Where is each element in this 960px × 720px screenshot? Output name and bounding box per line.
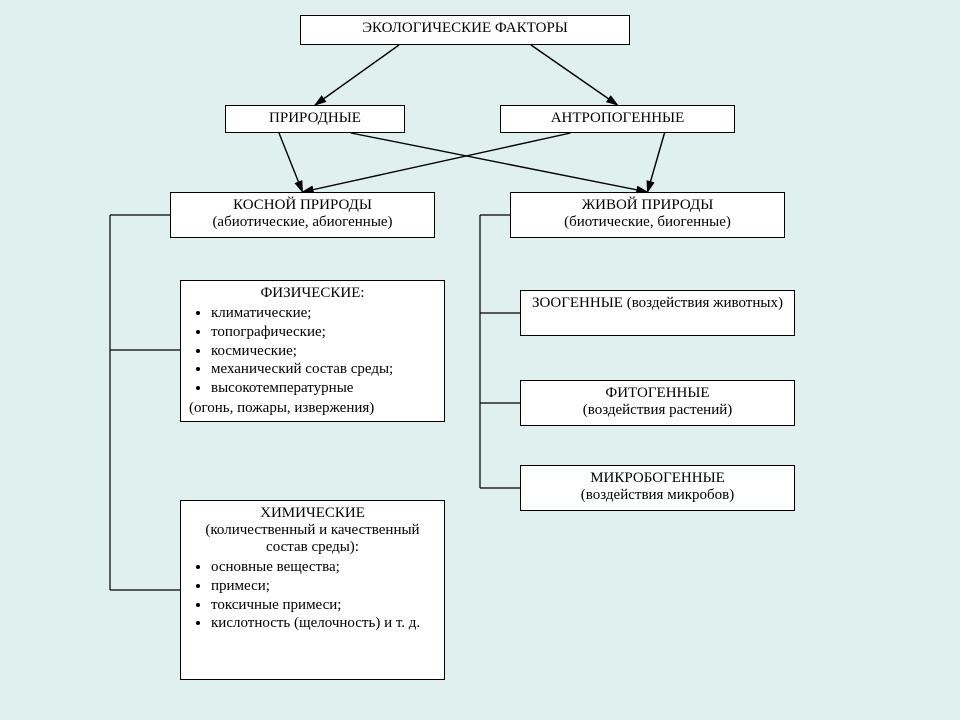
node-chemical-list: основные вещества; примеси; токсичные пр… <box>211 558 436 633</box>
list-item: космические; <box>211 342 436 361</box>
node-microbe-sub: (воздействия микробов) <box>529 487 786 504</box>
node-phyto-sub: (воздействия растений) <box>529 402 786 419</box>
connector-layer <box>0 0 960 720</box>
list-item: токсичные примеси; <box>211 596 436 615</box>
list-item: топографические; <box>211 323 436 342</box>
node-zoogenic: ЗООГЕННЫЕ (воздействия животных) <box>520 290 795 336</box>
node-physical-foot: (огонь, пожары, извержения) <box>189 400 436 417</box>
node-root: ЭКОЛОГИЧЕСКИЕ ФАКТОРЫ <box>300 15 630 45</box>
node-natural-title: ПРИРОДНЫЕ <box>234 110 396 127</box>
list-item: высокотемпературные <box>211 379 436 398</box>
list-item: кислотность (щелочность) и т. д. <box>211 614 436 633</box>
list-item: основные вещества; <box>211 558 436 577</box>
node-living-title: ЖИВОЙ ПРИРОДЫ <box>519 197 776 214</box>
node-anthro-title: АНТРОПОГЕННЫЕ <box>509 110 726 127</box>
node-phyto-title: ФИТОГЕННЫЕ <box>529 385 786 402</box>
node-anthropogenic: АНТРОПОГЕННЫЕ <box>500 105 735 133</box>
node-microbogenic: МИКРОБОГЕННЫЕ (воздействия микробов) <box>520 465 795 511</box>
node-inert-nature: КОСНОЙ ПРИРОДЫ (абиотические, абиогенные… <box>170 192 435 238</box>
node-chemical-title: ХИМИЧЕСКИЕ <box>189 505 436 522</box>
list-item: механический состав среды; <box>211 360 436 379</box>
node-phytogenic: ФИТОГЕННЫЕ (воздействия растений) <box>520 380 795 426</box>
diagram-canvas: ЭКОЛОГИЧЕСКИЕ ФАКТОРЫ ПРИРОДНЫЕ АНТРОПОГ… <box>0 0 960 720</box>
node-physical-list: климатические; топографические; космичес… <box>211 304 436 398</box>
node-inert-title: КОСНОЙ ПРИРОДЫ <box>179 197 426 214</box>
node-physical-title: ФИЗИЧЕСКИЕ: <box>189 285 436 302</box>
node-physical: ФИЗИЧЕСКИЕ: климатические; топографическ… <box>180 280 445 422</box>
node-chemical-sub: (количественный и качественный состав ср… <box>189 522 436 556</box>
list-item: климатические; <box>211 304 436 323</box>
list-item: примеси; <box>211 577 436 596</box>
node-living-sub: (биотические, биогенные) <box>519 214 776 231</box>
node-natural: ПРИРОДНЫЕ <box>225 105 405 133</box>
node-living-nature: ЖИВОЙ ПРИРОДЫ (биотические, биогенные) <box>510 192 785 238</box>
node-chemical: ХИМИЧЕСКИЕ (количественный и качественны… <box>180 500 445 680</box>
node-root-title: ЭКОЛОГИЧЕСКИЕ ФАКТОРЫ <box>309 20 621 37</box>
node-zoo-title: ЗООГЕННЫЕ (воздействия животных) <box>529 295 786 312</box>
node-inert-sub: (абиотические, абиогенные) <box>179 214 426 231</box>
node-microbe-title: МИКРОБОГЕННЫЕ <box>529 470 786 487</box>
